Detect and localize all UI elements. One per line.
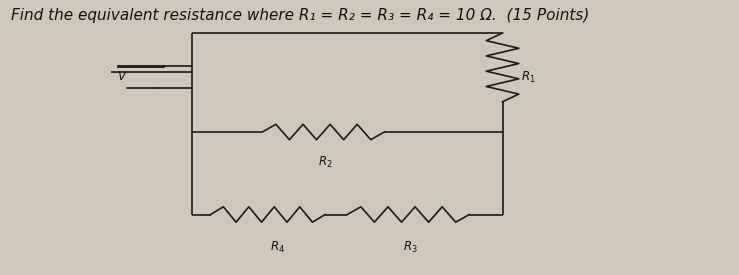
Text: Find the equivalent resistance where R₁ = R₂ = R₃ = R₄ = 10 Ω.  (15 Points): Find the equivalent resistance where R₁ …	[11, 8, 590, 23]
Text: $R_1$: $R_1$	[521, 70, 536, 84]
Text: $R_3$: $R_3$	[403, 240, 418, 255]
Text: $R_2$: $R_2$	[318, 155, 333, 170]
Text: $V$: $V$	[117, 70, 127, 84]
Text: $R_4$: $R_4$	[270, 240, 285, 255]
